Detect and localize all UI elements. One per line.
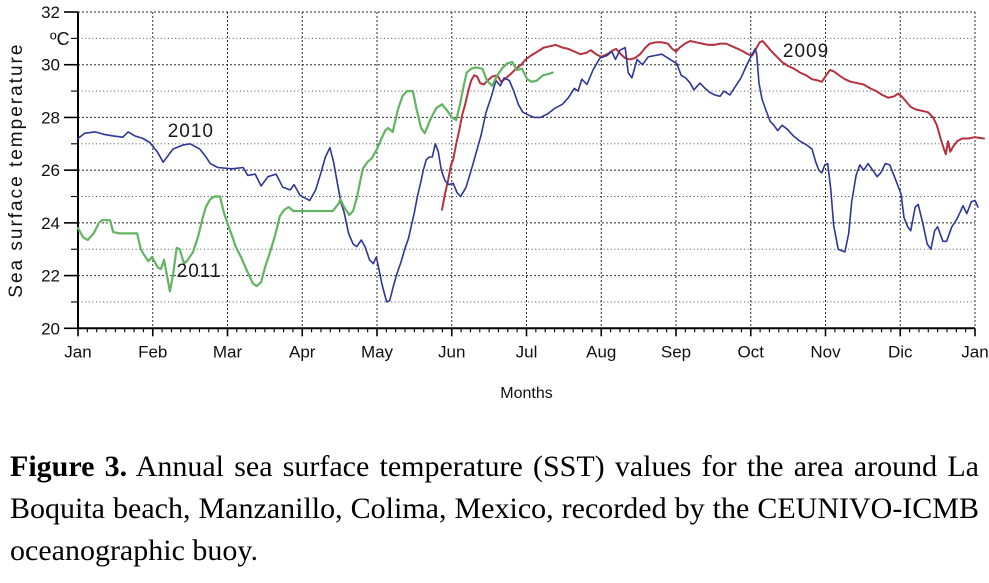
x-tick-label: Dic [888,342,913,361]
y-tick-label: 26 [41,161,60,180]
year-label-2011: 2011 [177,261,222,282]
y-axis: 20 22 24 26 28 30 32 [41,3,78,338]
x-tick-label: Feb [138,342,167,361]
x-axis-title: Months [500,385,552,402]
x-tick-label: Sep [661,342,691,361]
x-tick-label: Aug [586,342,616,361]
figure-caption: Figure 3. Annual sea surface temperature… [10,446,979,572]
figure-caption-text: Annual sea surface temperature (SST) val… [10,450,979,567]
figure-caption-label: Figure 3. [10,450,128,483]
y-tick-label: 32 [41,3,60,22]
x-tick-label: Oct [738,342,765,361]
series-2010 [77,46,979,303]
year-label-2009: 2009 [783,41,829,62]
y-tick-label: 24 [41,214,60,233]
sst-chart: 20 22 24 26 28 30 32 Jan Feb Mar Apr May Jun Jul Aug Se… [6,3,989,402]
x-tick-label: Nov [810,342,841,361]
x-tick-label: Jul [516,342,538,361]
y-tick-label: 30 [41,56,60,75]
x-tick-label: Jan [64,342,91,361]
x-tick-label: Jun [438,342,465,361]
x-axis: Jan Feb Mar Apr May Jun Jul Aug Sep Oct Nov Dic Jan [64,328,989,361]
y-tick-label: 28 [41,108,60,127]
y-axis-title: Sea surface temperature [6,43,27,298]
x-tick-label: Apr [289,342,316,361]
year-label-2010: 2010 [168,121,214,142]
y-tick-label: 22 [41,267,60,286]
y-unit-label: ºC [50,29,70,49]
series-2011 [76,60,554,293]
x-tick-label: May [361,342,394,361]
series-2009 [441,40,985,211]
y-tick-label: 20 [41,319,60,338]
axis-titles: ºC Sea surface temperature Months [6,29,553,402]
x-tick-label: Jan [961,342,988,361]
x-tick-label: Mar [213,342,243,361]
year-labels: 2010 2011 2009 [168,41,829,282]
sst-chart-svg: 20 22 24 26 28 30 32 Jan Feb Mar Apr May Jun Jul Aug Se… [6,3,989,402]
